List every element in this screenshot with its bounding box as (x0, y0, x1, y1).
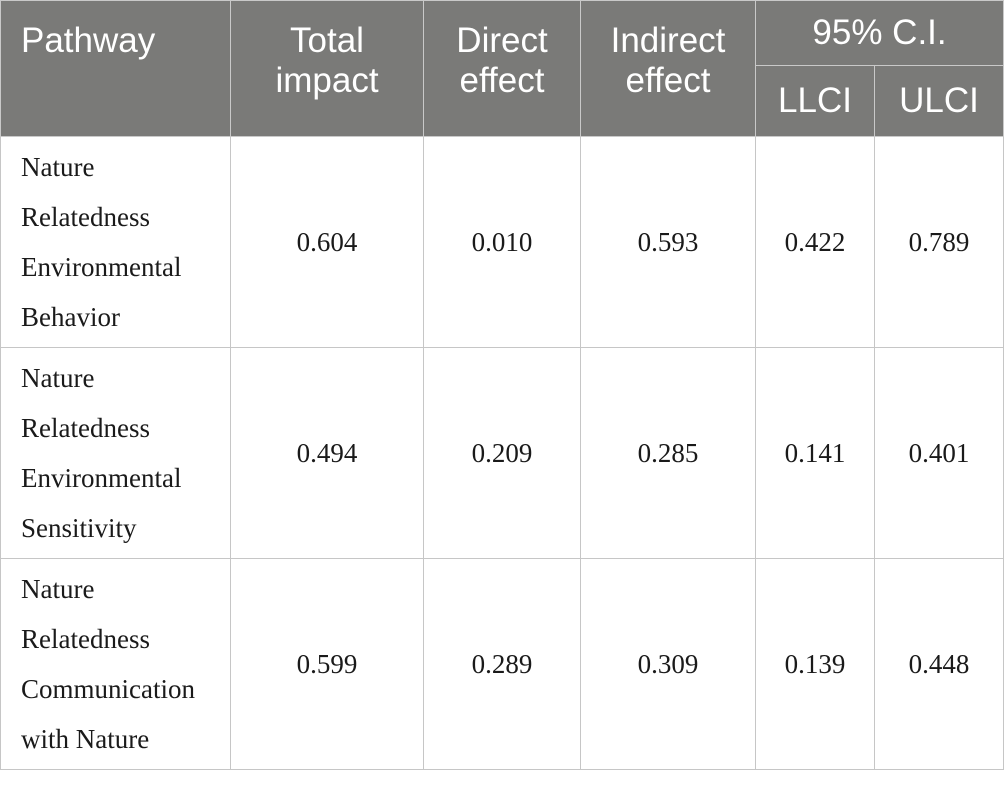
header-ulci: ULCI (873, 65, 1005, 137)
cell-ulci: 0.401 (873, 347, 1005, 559)
table-header: Pathway Total impact Direct effect Indir… (0, 0, 1005, 137)
table-row: Nature Relatedness Environmental Sensiti… (0, 347, 1005, 559)
cell-indirect-effect: 0.593 (580, 136, 756, 348)
pathway-line: Relatedness (21, 413, 150, 443)
header-ci: 95% C.I. (754, 0, 1005, 66)
pathway-line: Behavior (21, 302, 120, 332)
pathway-line: with Nature (21, 724, 150, 754)
header-total-impact-line1: Total (290, 21, 364, 60)
header-indirect-effect-line2: effect (625, 61, 711, 100)
header-direct-effect-line1: Direct (456, 21, 548, 60)
cell-indirect-effect: 0.285 (580, 347, 756, 559)
cell-total-impact: 0.604 (230, 136, 424, 348)
cell-indirect-effect: 0.309 (580, 558, 756, 770)
header-llci-label: LLCI (778, 81, 852, 120)
header-pathway-label: Pathway (21, 21, 156, 60)
header-indirect-effect: Indirect effect (580, 0, 756, 137)
pathway-line: Nature (21, 574, 95, 604)
pathway-line: Nature (21, 363, 95, 393)
cell-direct-effect: 0.209 (423, 347, 581, 559)
cell-total-impact: 0.599 (230, 558, 424, 770)
cell-total-impact: 0.494 (230, 347, 424, 559)
cell-ulci: 0.789 (873, 136, 1005, 348)
cell-llci: 0.422 (755, 136, 875, 348)
cell-direct-effect: 0.289 (423, 558, 581, 770)
header-direct-effect: Direct effect (423, 0, 581, 137)
pathway-line: Environmental (21, 252, 182, 282)
header-total-impact: Total impact (230, 0, 424, 137)
header-indirect-effect-line1: Indirect (610, 21, 726, 60)
cell-ulci: 0.448 (873, 558, 1005, 770)
table-row: Nature Relatedness Environmental Behavio… (0, 136, 1005, 348)
cell-pathway: Nature Relatedness Environmental Sensiti… (0, 347, 231, 559)
cell-pathway: Nature Relatedness Communication with Na… (0, 558, 231, 770)
table-body: Nature Relatedness Environmental Behavio… (0, 136, 1005, 770)
header-pathway: Pathway (0, 0, 231, 137)
header-total-impact-line2: impact (275, 61, 379, 100)
cell-pathway: Nature Relatedness Environmental Behavio… (0, 136, 231, 348)
cell-llci: 0.139 (755, 558, 875, 770)
results-table: Pathway Total impact Direct effect Indir… (0, 0, 1005, 770)
pathway-line: Relatedness (21, 202, 150, 232)
header-llci: LLCI (755, 65, 875, 137)
cell-llci: 0.141 (755, 347, 875, 559)
pathway-line: Nature (21, 152, 95, 182)
table-row: Nature Relatedness Communication with Na… (0, 558, 1005, 770)
header-direct-effect-line2: effect (459, 61, 545, 100)
cell-direct-effect: 0.010 (423, 136, 581, 348)
pathway-line: Sensitivity (21, 513, 137, 543)
pathway-line: Relatedness (21, 624, 150, 654)
header-ulci-label: ULCI (899, 81, 979, 120)
pathway-line: Environmental (21, 463, 182, 493)
header-ci-label: 95% C.I. (812, 13, 947, 52)
pathway-line: Communication (21, 674, 195, 704)
